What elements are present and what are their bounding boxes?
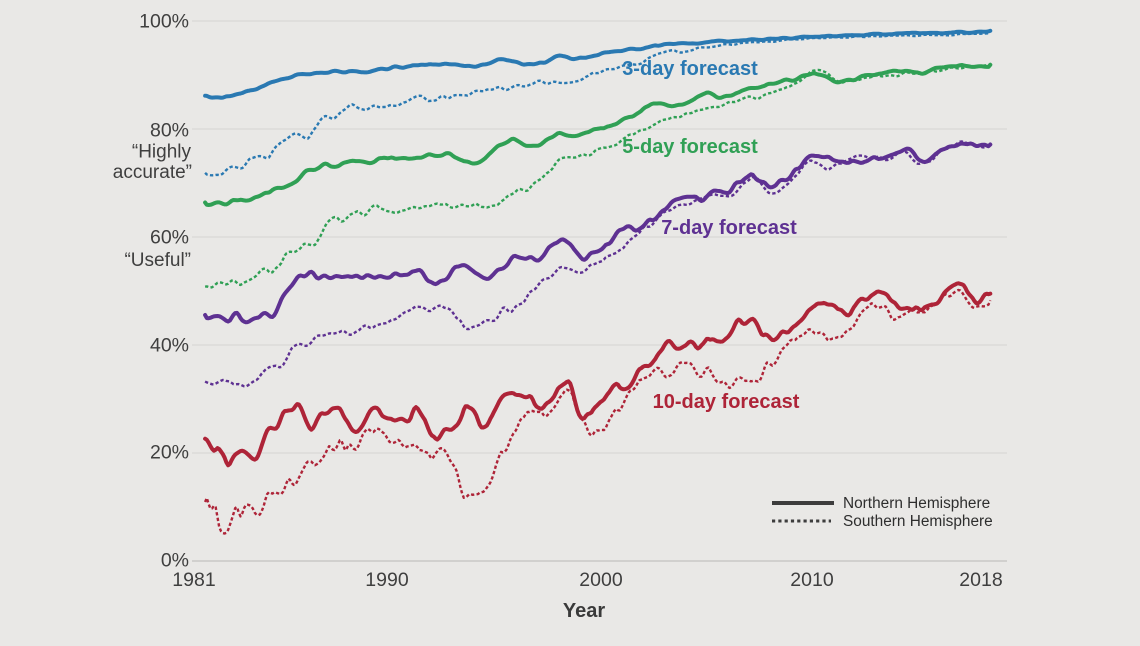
svg-text:0%: 0% bbox=[161, 550, 189, 572]
svg-text:5-day forecast: 5-day forecast bbox=[622, 136, 758, 158]
svg-text:accurate”: accurate” bbox=[113, 162, 192, 183]
svg-text:40%: 40% bbox=[150, 335, 189, 357]
svg-text:2018: 2018 bbox=[959, 569, 1002, 591]
svg-text:Year: Year bbox=[563, 600, 605, 622]
svg-text:10-day forecast: 10-day forecast bbox=[653, 391, 800, 413]
svg-text:1981: 1981 bbox=[172, 569, 215, 591]
svg-text:“Highly: “Highly bbox=[132, 142, 192, 163]
svg-text:2010: 2010 bbox=[790, 569, 834, 591]
svg-text:60%: 60% bbox=[150, 227, 189, 249]
svg-text:Northern Hemisphere: Northern Hemisphere bbox=[843, 495, 990, 512]
svg-text:1990: 1990 bbox=[365, 569, 409, 591]
svg-text:7-day forecast: 7-day forecast bbox=[661, 217, 797, 239]
svg-text:“Useful”: “Useful” bbox=[124, 250, 191, 271]
svg-text:Southern Hemisphere: Southern Hemisphere bbox=[843, 513, 993, 530]
svg-text:100%: 100% bbox=[139, 11, 189, 33]
svg-text:20%: 20% bbox=[150, 442, 189, 464]
svg-text:80%: 80% bbox=[150, 120, 189, 142]
svg-text:2000: 2000 bbox=[579, 569, 623, 591]
svg-text:3-day forecast: 3-day forecast bbox=[622, 58, 758, 80]
